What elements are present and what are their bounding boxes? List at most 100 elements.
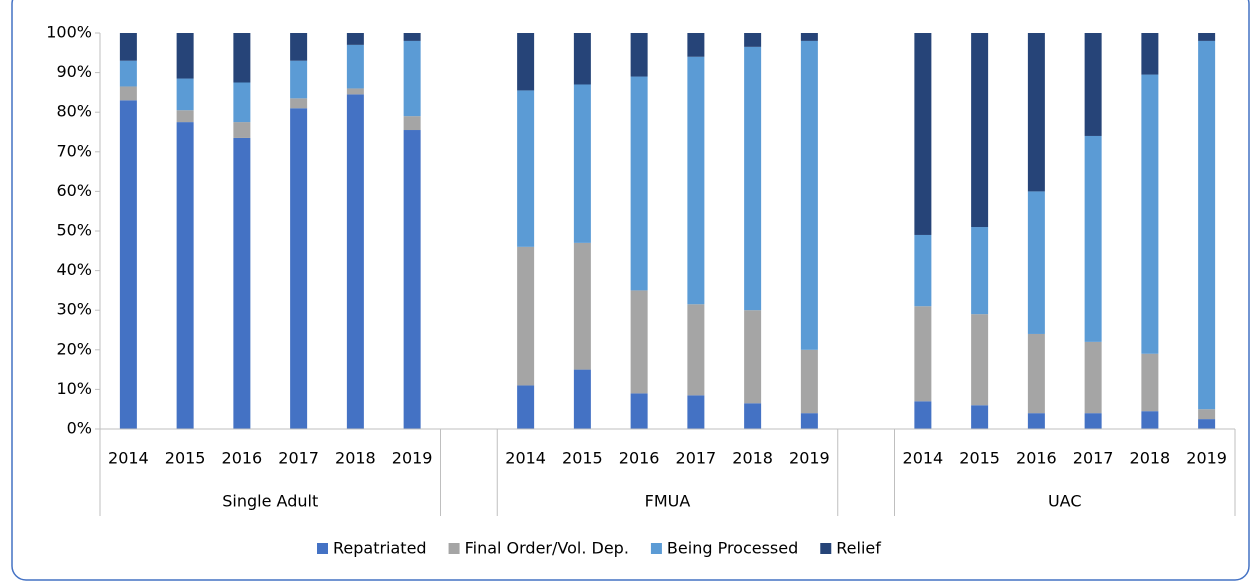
bar-segment xyxy=(1027,333,1045,414)
group-label: FMUA xyxy=(645,492,691,511)
bar-segment xyxy=(233,82,251,123)
bar-segment xyxy=(176,78,194,111)
bar-segment xyxy=(1027,33,1045,192)
bar-segment xyxy=(517,246,535,386)
bar-segment xyxy=(1141,33,1159,75)
bar-segment xyxy=(1084,341,1102,414)
bar-segment xyxy=(290,33,308,61)
bar-segment xyxy=(971,314,989,406)
group-label: UAC xyxy=(1048,492,1082,511)
bar-segment xyxy=(914,306,932,402)
bar-segment xyxy=(1027,413,1045,429)
bar-segment xyxy=(290,60,308,99)
x-tick-label: 2014 xyxy=(505,449,546,468)
bar-segment xyxy=(1198,33,1216,41)
x-tick-label: 2018 xyxy=(732,449,773,468)
bar-segment xyxy=(630,33,648,77)
y-tick-label: 0% xyxy=(67,419,92,438)
bar-segment xyxy=(573,369,591,429)
y-tick-label: 10% xyxy=(56,379,92,398)
bar-segment xyxy=(744,46,762,311)
bar-segment xyxy=(573,33,591,85)
bar-segment xyxy=(346,33,364,45)
bar-segment xyxy=(573,84,591,243)
bar-segment xyxy=(630,290,648,394)
bar-segment xyxy=(914,401,932,429)
x-tick-label: 2017 xyxy=(1073,449,1114,468)
bar-segment xyxy=(517,90,535,247)
chart-frame xyxy=(11,0,1250,581)
y-tick-label: 90% xyxy=(56,62,92,81)
bar-segment xyxy=(573,242,591,370)
bar-segment xyxy=(517,385,535,429)
bar-segment xyxy=(1084,33,1102,136)
bar-segment xyxy=(119,86,137,101)
y-tick-label: 70% xyxy=(56,141,92,160)
bar-segment xyxy=(687,304,705,396)
y-tick-label: 30% xyxy=(56,300,92,319)
x-tick-label: 2016 xyxy=(222,449,263,468)
bar-segment xyxy=(1027,191,1045,334)
bar-segment xyxy=(119,100,137,429)
legend-swatch xyxy=(317,543,328,554)
bar-segment xyxy=(119,33,137,61)
bar-segment xyxy=(233,122,251,138)
bar-segment xyxy=(914,234,932,307)
legend-label: Final Order/Vol. Dep. xyxy=(465,539,629,558)
x-tick-label: 2017 xyxy=(278,449,319,468)
bar-segment xyxy=(914,33,932,235)
bar-segment xyxy=(1198,40,1216,410)
bar-segment xyxy=(1198,409,1216,420)
bar-segment xyxy=(971,405,989,429)
x-tick-label: 2019 xyxy=(789,449,830,468)
x-tick-label: 2016 xyxy=(1016,449,1057,468)
bar-segment xyxy=(744,33,762,47)
bar-segment xyxy=(290,108,308,430)
x-tick-label: 2014 xyxy=(108,449,149,468)
bar-segment xyxy=(1084,135,1102,342)
bar-segment xyxy=(176,122,194,429)
bar-segment xyxy=(1198,419,1216,429)
x-tick-label: 2018 xyxy=(335,449,376,468)
bar-segment xyxy=(119,60,137,87)
bar-segment xyxy=(800,349,818,414)
x-tick-label: 2015 xyxy=(562,449,603,468)
bar-segment xyxy=(346,44,364,89)
bar-segment xyxy=(517,33,535,91)
x-tick-label: 2019 xyxy=(392,449,433,468)
legend-label: Relief xyxy=(836,539,881,558)
bar-segment xyxy=(233,33,251,83)
bar-segment xyxy=(800,33,818,41)
legend-swatch xyxy=(820,543,832,554)
bar-segment xyxy=(176,110,194,123)
bar-segment xyxy=(233,137,251,429)
bar-segment xyxy=(403,130,421,429)
bar-segment xyxy=(1141,411,1159,429)
x-tick-label: 2015 xyxy=(165,449,206,468)
x-tick-label: 2015 xyxy=(959,449,1000,468)
bar-segment xyxy=(744,403,762,429)
bar-segment xyxy=(403,40,421,117)
bar-segment xyxy=(176,33,194,79)
legend-label: Repatriated xyxy=(333,539,427,558)
bar-segment xyxy=(1141,74,1159,354)
bar-segment xyxy=(346,88,364,95)
y-tick-label: 40% xyxy=(56,260,92,279)
y-tick-label: 50% xyxy=(56,221,92,240)
legend-label: Being Processed xyxy=(667,539,798,558)
bar-segment xyxy=(687,56,705,305)
bar-segment xyxy=(290,98,308,109)
x-tick-label: 2018 xyxy=(1130,449,1171,468)
bar-segment xyxy=(630,393,648,429)
bar-segment xyxy=(403,33,421,41)
y-tick-label: 100% xyxy=(46,23,92,42)
bar-segment xyxy=(403,116,421,131)
bar-segment xyxy=(800,40,818,350)
x-tick-label: 2014 xyxy=(903,449,944,468)
legend-swatch xyxy=(650,543,662,554)
bar-segment xyxy=(687,395,705,429)
bar-segment xyxy=(346,94,364,429)
bar-segment xyxy=(971,33,989,228)
bar-segment xyxy=(630,76,648,291)
